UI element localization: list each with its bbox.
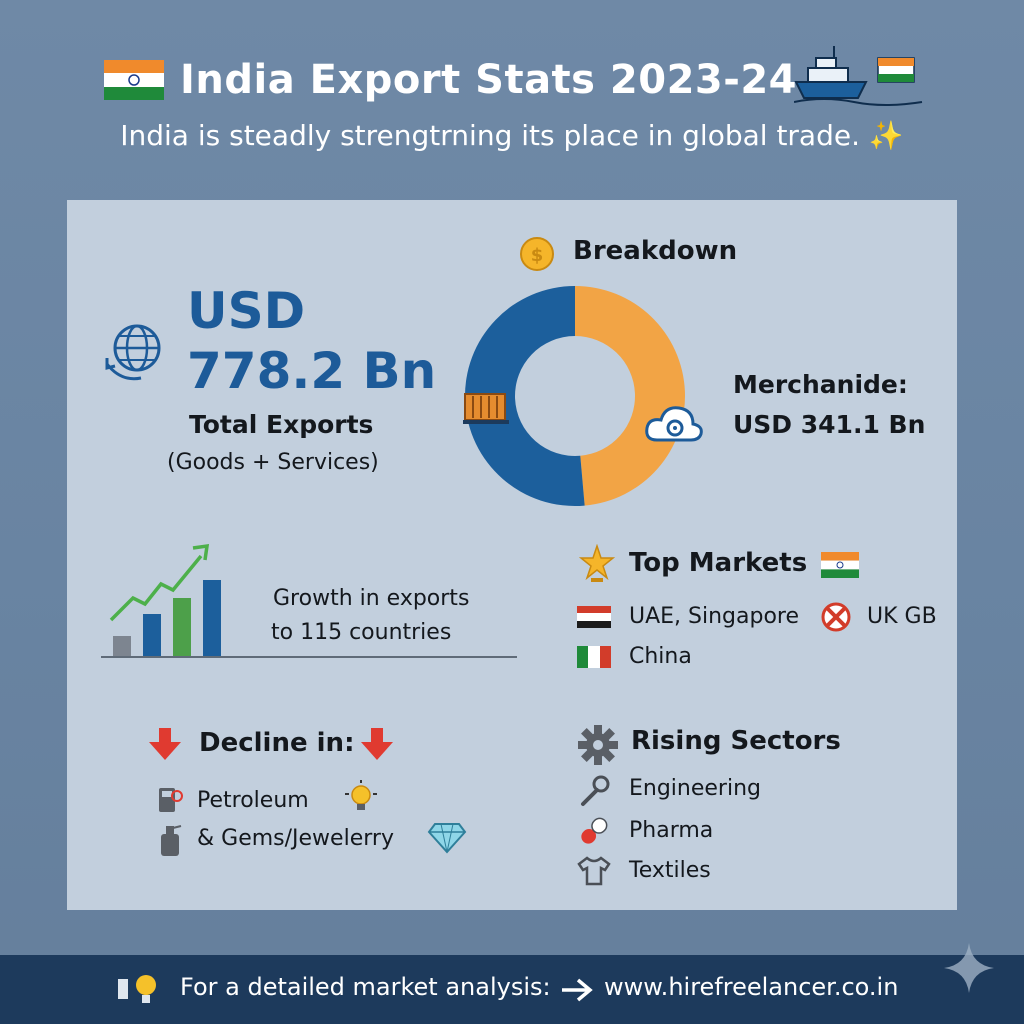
india-flag-small-icon	[821, 552, 859, 578]
ship-icon	[794, 46, 923, 106]
uk-flag-icon	[821, 602, 851, 632]
footer-bar: For a detailed market analysis: www.hire…	[0, 943, 1024, 1024]
donut-slice-1	[465, 286, 585, 506]
cargo-container-icon	[463, 393, 509, 424]
pill-icon	[581, 817, 608, 844]
breakdown-heading: Breakdown	[573, 236, 738, 266]
total-amount: 778.2 Bn	[187, 342, 437, 400]
market-china: China	[629, 644, 692, 669]
total-label: Total Exports	[189, 410, 374, 439]
page-title: India Export Stats 2023-24	[180, 57, 798, 103]
breakdown-donut-chart	[465, 286, 685, 506]
subtitle: India is steadly strengtrning its place …	[120, 119, 904, 152]
flag-icon	[577, 606, 611, 628]
sector-item: Textiles	[629, 858, 711, 883]
market-uk: UK GB	[867, 604, 937, 629]
market-uae-singapore: UAE, Singapore	[629, 604, 800, 629]
sector-item: Engineering	[629, 776, 761, 801]
growth-bar-chart-icon	[101, 543, 517, 658]
total-sublabel: (Goods + Services)	[167, 450, 379, 475]
svg-text:$: $	[531, 245, 544, 266]
merchandise-value: USD 341.1 Bn	[733, 410, 926, 439]
tshirt-icon	[577, 856, 611, 886]
title-row: India Export Stats 2023-24	[0, 46, 1024, 112]
trophy-star-icon	[579, 544, 615, 582]
donut-slice-0	[575, 286, 685, 506]
merchandise-label: Merchanide:	[733, 370, 908, 399]
fuel-pump-icon	[159, 788, 183, 812]
footer-cta-text: For a detailed market analysis:	[180, 973, 551, 1001]
fire-extinguisher-icon	[161, 825, 182, 856]
flag-icon	[577, 646, 611, 668]
total-currency: USD	[187, 282, 306, 340]
lightbulb-icon	[118, 975, 156, 1003]
wrench-icon	[581, 775, 610, 806]
cloud-gear-icon	[645, 406, 703, 442]
sector-item: Pharma	[629, 818, 714, 843]
top-markets-heading: Top Markets	[629, 548, 808, 578]
decline-heading: Decline in:	[199, 728, 355, 758]
decline-item-petroleum: Petroleum	[197, 788, 309, 813]
growth-line-1: Growth in exports	[273, 586, 470, 611]
decline-item-gems: & Gems/Jewelerry	[197, 826, 394, 851]
sparkle-icon	[944, 943, 994, 993]
india-flag-icon	[104, 60, 164, 100]
footer-website-link[interactable]: www.hirefreelancer.co.in	[604, 973, 899, 1001]
down-arrow-icon	[149, 728, 181, 760]
diamond-icon	[427, 823, 467, 854]
coin-icon: $	[520, 237, 554, 271]
arrow-right-icon	[562, 978, 593, 1002]
growth-line-2: to 115 countries	[271, 620, 452, 645]
globe-icon	[105, 324, 161, 381]
lightbulb-icon	[345, 780, 377, 810]
gear-icon	[578, 725, 618, 765]
stats-card: USD 778.2 Bn Total Exports (Goods + Serv…	[67, 200, 957, 910]
down-arrow-icon	[361, 728, 393, 760]
rising-sectors-heading: Rising Sectors	[631, 726, 841, 756]
